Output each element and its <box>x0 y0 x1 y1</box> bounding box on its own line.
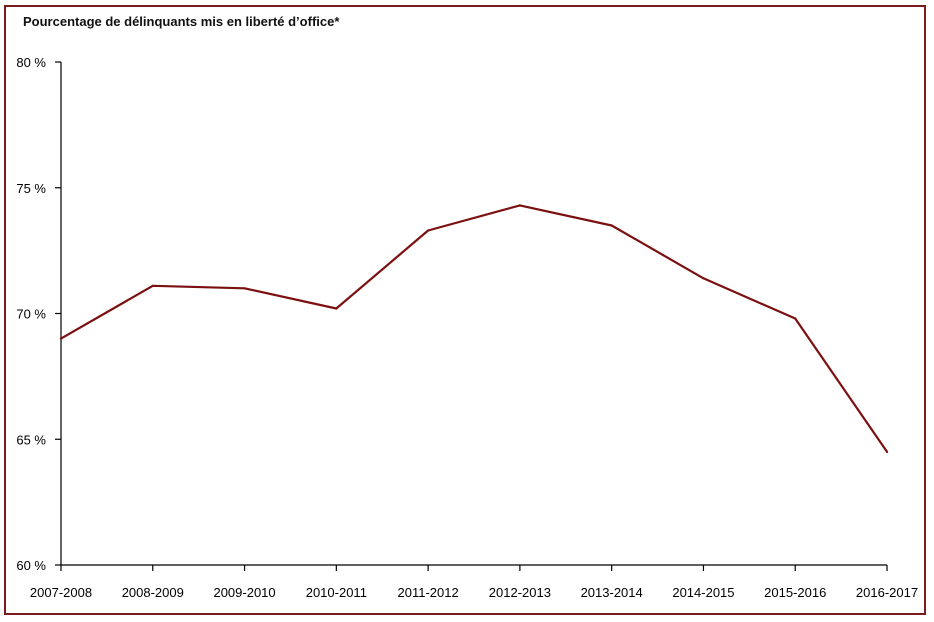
data-point <box>427 229 430 232</box>
x-tick-label: 2015-2016 <box>764 585 826 600</box>
data-point <box>885 450 889 453</box>
y-tick-label: 65 % <box>16 432 46 447</box>
data-point <box>518 204 521 207</box>
y-tick-label: 60 % <box>16 558 46 573</box>
x-tick-label: 2012-2013 <box>489 585 551 600</box>
y-tick-label: 70 % <box>16 307 46 322</box>
x-tick-label: 2016-2017 <box>856 585 918 600</box>
data-point <box>335 307 338 310</box>
chart-title: Pourcentage de délinquants mis en libert… <box>23 14 340 29</box>
data-point <box>243 287 246 290</box>
series-line <box>59 204 889 453</box>
data-point <box>151 284 154 287</box>
x-tick-label: 2014-2015 <box>672 585 734 600</box>
y-tick-label: 80 % <box>16 55 46 70</box>
x-tick-label: 2013-2014 <box>581 585 643 600</box>
x-tick-label: 2010-2011 <box>306 585 367 600</box>
x-tick-label: 2009-2010 <box>213 585 275 600</box>
y-tick-label: 75 % <box>16 181 46 196</box>
data-point <box>702 277 705 280</box>
x-tick-label: 2008-2009 <box>122 585 184 600</box>
x-tick-label: 2011-2012 <box>398 585 459 600</box>
x-tick-label: 2007-2008 <box>30 585 92 600</box>
data-point <box>610 224 613 227</box>
chart-frame <box>4 5 926 615</box>
data-point <box>59 337 63 340</box>
data-point <box>794 317 797 320</box>
